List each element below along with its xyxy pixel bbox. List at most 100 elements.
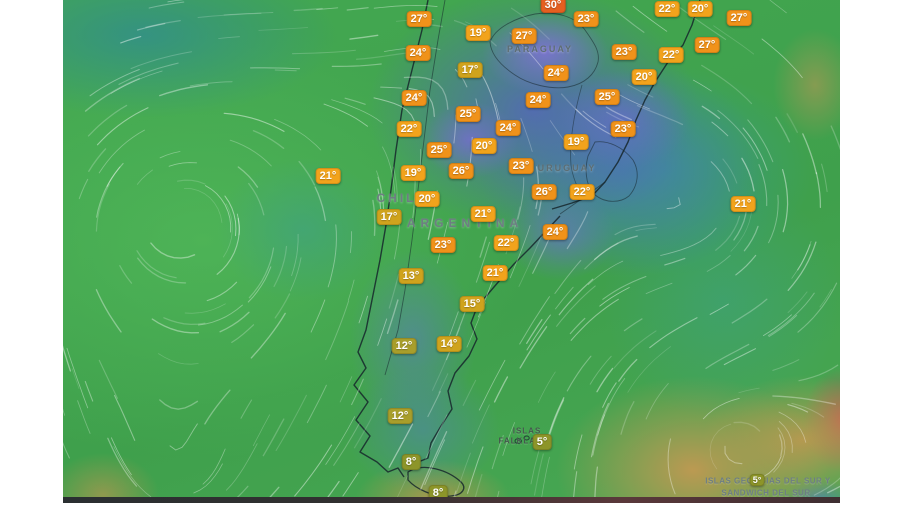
wind-streamline	[475, 241, 491, 283]
temperature-badge[interactable]: 5°	[749, 474, 765, 486]
wind-streamline	[715, 215, 741, 251]
temperature-badge[interactable]: 20°	[471, 138, 497, 154]
temperature-badge[interactable]: 22°	[569, 184, 595, 200]
temperature-badge[interactable]: 15°	[459, 296, 485, 312]
temperature-badge[interactable]: 14°	[436, 336, 462, 352]
temperature-badge[interactable]: 27°	[511, 28, 537, 44]
wind-streamline	[431, 344, 453, 391]
wind-streamline	[145, 19, 181, 28]
temperature-badge[interactable]: 24°	[525, 92, 551, 108]
temperature-badge[interactable]: 27°	[694, 37, 720, 53]
temperature-badge[interactable]: 13°	[398, 268, 424, 284]
wind-streamline	[130, 51, 193, 70]
wind-streamline	[584, 242, 619, 270]
wind-streamline	[589, 355, 612, 385]
temperature-badge[interactable]: 17°	[376, 209, 402, 225]
wind-streamline	[761, 38, 803, 79]
wind-streamline	[89, 69, 140, 97]
wind-streamline	[705, 343, 750, 370]
wind-streamline	[193, 463, 223, 494]
wind-streamline	[510, 7, 550, 40]
temperature-badge[interactable]: 23°	[573, 11, 599, 27]
wind-streamline	[479, 236, 487, 258]
wind-streamline	[701, 105, 721, 120]
wind-streamline	[240, 399, 253, 419]
wind-streamline	[566, 355, 592, 392]
wind-streamline	[218, 36, 240, 39]
wind-streamline	[667, 438, 676, 495]
temperature-badge[interactable]: 25°	[455, 106, 481, 122]
temperature-badge[interactable]: 23°	[610, 121, 636, 137]
temperature-badge[interactable]: 23°	[611, 44, 637, 60]
island-label: SANDWICH DEL SUR	[721, 488, 811, 498]
temperature-badge[interactable]: 22°	[658, 47, 684, 63]
wind-streamline	[95, 289, 122, 333]
wind-streamline	[258, 27, 309, 31]
temperature-badge[interactable]: 17°	[457, 62, 483, 78]
wind-streamline	[114, 394, 136, 441]
wind-streamline	[709, 303, 729, 315]
temperature-badge[interactable]: 23°	[430, 237, 456, 253]
wind-streamline	[592, 414, 605, 456]
wind-streamline	[168, 162, 197, 167]
temperature-badge[interactable]: 27°	[406, 11, 432, 27]
temperature-badge[interactable]: 12°	[391, 338, 417, 354]
wind-streamline	[594, 235, 638, 261]
wind-streamline	[547, 397, 565, 438]
temperature-badge[interactable]: 24°	[405, 45, 431, 61]
wind-streamline	[163, 317, 206, 326]
temperature-badge[interactable]: 19°	[563, 134, 589, 150]
island-label: FALKLAND	[498, 436, 550, 446]
temperature-badge[interactable]: 23°	[508, 158, 534, 174]
wind-streamline	[605, 106, 632, 121]
wind-streamline	[219, 311, 250, 333]
wind-streamline	[620, 401, 635, 435]
wind-map-canvas[interactable]: PARAGUAY URUGUAY CHILE ARGENTINA ISLAS FALKLA…	[63, 0, 840, 503]
wind-streamline	[587, 260, 624, 285]
temperature-badge[interactable]: 20°	[687, 1, 713, 17]
wind-streamline	[136, 169, 153, 185]
temperature-badge[interactable]: 25°	[426, 142, 452, 158]
temperature-badge[interactable]: 25°	[594, 89, 620, 105]
wind-streamline	[502, 422, 515, 456]
wind-streamline	[558, 278, 594, 316]
temperature-badge[interactable]: 19°	[465, 25, 491, 41]
wind-streamline	[424, 439, 446, 486]
country-label: PARAGUAY	[506, 44, 574, 54]
temperature-badge[interactable]: 22°	[396, 121, 422, 137]
wind-streamline	[274, 69, 297, 72]
wind-streamline	[632, 5, 668, 32]
wind-streamline	[231, 324, 255, 344]
wind-streamline	[733, 421, 761, 432]
temperature-badge[interactable]: 21°	[315, 168, 341, 184]
temperature-badge[interactable]: 12°	[387, 408, 413, 424]
temperature-badge[interactable]: 30°	[540, 0, 566, 13]
wind-streamline	[614, 223, 656, 236]
temperature-badge[interactable]: 21°	[470, 206, 496, 222]
temperature-badge[interactable]: 5°	[532, 434, 552, 450]
wind-streamline	[291, 233, 299, 277]
temperature-badge[interactable]: 24°	[542, 224, 568, 240]
temperature-badge[interactable]: 21°	[730, 196, 756, 212]
temperature-badge[interactable]: 20°	[631, 69, 657, 85]
temperature-badge[interactable]: 27°	[726, 10, 752, 26]
temperature-badge[interactable]: 26°	[448, 163, 474, 179]
temperature-badge[interactable]: 26°	[531, 184, 557, 200]
wind-streamline	[517, 177, 525, 220]
temperature-badge[interactable]: 22°	[654, 1, 680, 17]
wind-streamline	[787, 291, 808, 313]
wind-streamline	[599, 287, 630, 307]
temperature-badge[interactable]: 22°	[493, 235, 519, 251]
wind-streamline	[537, 371, 556, 403]
temperature-badge[interactable]: 20°	[414, 191, 440, 207]
temperature-badge[interactable]: 21°	[482, 265, 508, 281]
wind-streamline	[778, 421, 793, 453]
temperature-badge[interactable]: 24°	[495, 120, 521, 136]
temperature-badge[interactable]: 24°	[401, 90, 427, 106]
temperature-badge[interactable]: 19°	[400, 165, 426, 181]
wind-streamline	[636, 104, 684, 126]
temperature-badge[interactable]: 24°	[543, 65, 569, 81]
island-label: ISLAS	[512, 426, 542, 436]
temperature-badge[interactable]: 8°	[401, 454, 421, 470]
